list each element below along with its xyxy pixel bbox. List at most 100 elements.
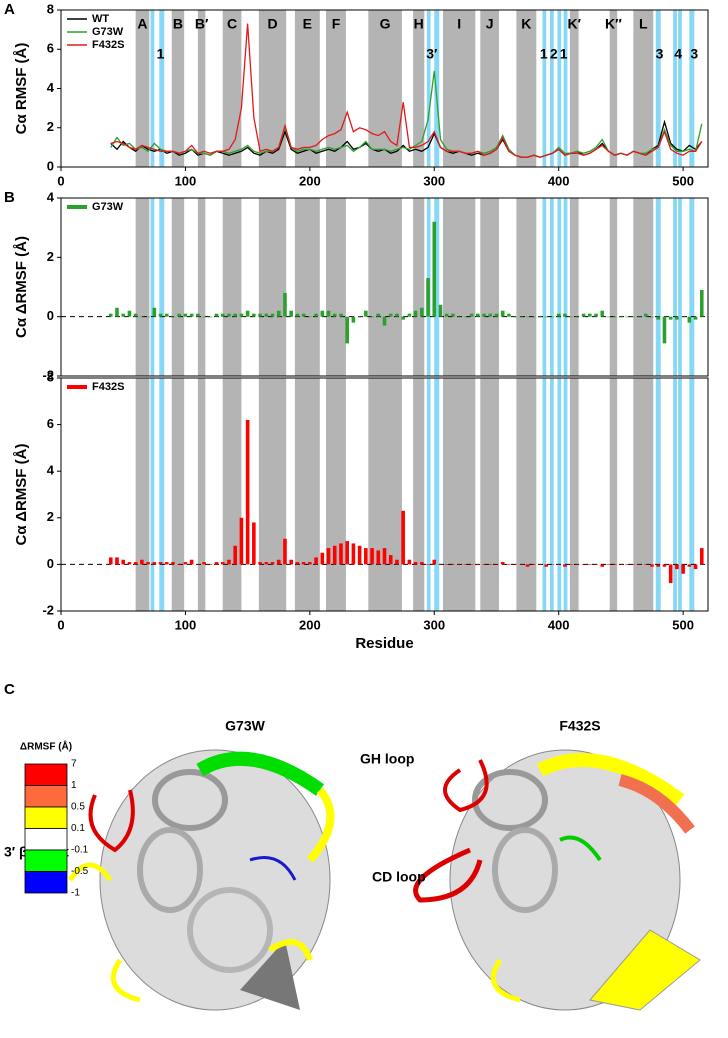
bar (444, 313, 449, 317)
x-tick-label: 100 (175, 617, 197, 632)
plot-frame (60, 197, 709, 377)
x-tick-label: 500 (672, 617, 694, 632)
strand-label: 1 (540, 46, 548, 62)
legend-label: F432S (92, 381, 124, 393)
strand-band (557, 198, 562, 376)
bar (289, 559, 293, 565)
bar (152, 307, 157, 317)
helix-label: E (303, 16, 312, 32)
bar (643, 313, 648, 317)
strand-band (689, 198, 695, 376)
bar (699, 548, 704, 565)
structure-f432s (413, 749, 701, 1011)
x-tick-label: 200 (299, 617, 321, 632)
bar (550, 564, 555, 565)
bar (488, 564, 493, 565)
bar (108, 557, 113, 565)
strand-label: 1 (560, 46, 568, 62)
y-tick-label: 2 (47, 249, 54, 264)
bar (264, 313, 269, 317)
helix-band (480, 10, 499, 167)
helix-band (135, 10, 150, 167)
bar (476, 564, 480, 565)
bar (637, 316, 642, 318)
bar (699, 289, 704, 317)
bar (513, 564, 517, 565)
bar (619, 316, 623, 318)
bar (451, 564, 455, 565)
annotation: CD loop (372, 869, 426, 885)
bar (650, 564, 654, 567)
bar (357, 545, 362, 565)
strand-band (542, 378, 547, 611)
bar (301, 313, 306, 317)
bar (276, 310, 281, 317)
strand-band (655, 198, 661, 376)
bar (556, 313, 561, 317)
structure-title: G73W (225, 718, 265, 734)
bar (388, 555, 393, 565)
bar (687, 316, 692, 323)
helix-band (222, 378, 242, 611)
bar (457, 316, 461, 318)
strand-band (557, 378, 562, 611)
strand-band (549, 378, 554, 611)
bar (370, 548, 374, 565)
bar (364, 548, 368, 565)
bar (668, 316, 673, 320)
helix-band (294, 198, 320, 376)
bar (133, 313, 138, 317)
helix-band (197, 378, 206, 611)
bar (320, 552, 325, 565)
y-axis-title: Cα ΔRMSF (Å) (13, 236, 30, 338)
helix-band (258, 10, 287, 167)
helix-band (258, 198, 287, 376)
bar (656, 316, 661, 320)
bar (115, 307, 119, 317)
strand-band (563, 10, 568, 167)
bar (345, 541, 349, 565)
helix-band (480, 378, 499, 611)
bar (494, 564, 499, 565)
bar (681, 316, 685, 318)
legend-label: G73W (92, 26, 124, 38)
bar (594, 564, 598, 565)
bar (587, 564, 592, 565)
bar (650, 316, 654, 318)
colorbar-tick-label: 0.5 (71, 802, 85, 813)
strand-band (557, 10, 562, 167)
helix-band (368, 10, 402, 167)
bar (519, 316, 524, 318)
helix-label: G (380, 16, 391, 32)
bar (208, 564, 213, 565)
bar (133, 562, 138, 565)
bar (681, 564, 685, 574)
bar (245, 310, 250, 317)
helix-band (413, 378, 425, 611)
strand-band (150, 198, 155, 376)
bar (326, 548, 331, 565)
helix-band (222, 10, 242, 167)
helix-label: J (486, 16, 494, 32)
data-line (110, 23, 703, 158)
strand-band (150, 378, 155, 611)
helix-band (197, 10, 206, 167)
y-axis-title: Cα RMSF (Å) (13, 43, 30, 135)
helix-label: L (639, 16, 648, 32)
bar (525, 316, 530, 318)
bar (140, 316, 144, 318)
strand-band (655, 378, 661, 611)
bar (426, 278, 430, 317)
bar (351, 316, 356, 323)
bar (202, 316, 206, 318)
bar (532, 316, 536, 318)
helix-band (442, 10, 476, 167)
helix-band (294, 10, 320, 167)
bar (507, 313, 511, 317)
bar (239, 313, 244, 317)
bar (252, 313, 256, 317)
bar (214, 313, 219, 317)
bar (326, 310, 331, 317)
helix-label: H (414, 16, 424, 32)
bar (196, 313, 200, 317)
